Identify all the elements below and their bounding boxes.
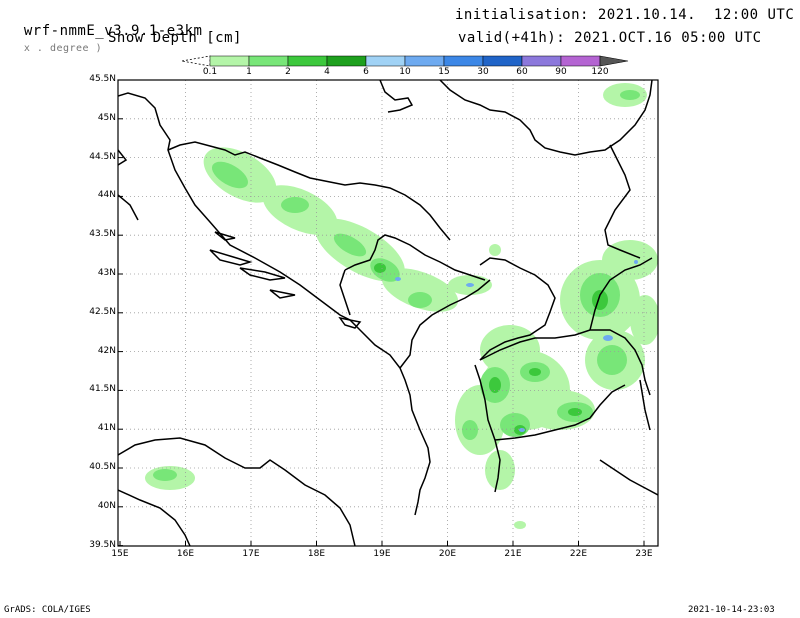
lat-label: 44.5N: [89, 151, 116, 162]
lat-label: 40.5N: [89, 462, 116, 472]
lat-label: 45N: [97, 112, 116, 123]
axis-ticks: [118, 79, 645, 547]
lon-label: 18E: [307, 549, 326, 559]
lat-label: 42N: [97, 345, 116, 356]
lon-label: 16E: [176, 549, 195, 559]
lon-label: 15E: [111, 549, 129, 559]
field-title: Snow Depth [cm]: [108, 30, 242, 46]
valid-time: valid(+41h): 2021.OCT.16 05:00 UTC: [458, 30, 762, 46]
coastline-and-borders: [118, 80, 658, 546]
colorbar-label: 15: [438, 67, 450, 77]
colorbar-label: 2: [285, 67, 291, 77]
lat-label: 44N: [97, 190, 116, 201]
colorbar-label: 0.1: [202, 67, 218, 77]
colorbar-graphic: [181, 55, 629, 67]
lat-label: 43N: [97, 268, 116, 278]
lat-label: 40N: [97, 500, 116, 511]
lat-label: 41.5N: [89, 384, 116, 395]
colorbar-label: 30: [477, 67, 489, 77]
colorbar-label: 6: [363, 67, 369, 77]
lon-label: 20E: [438, 549, 457, 559]
islands: [209, 231, 362, 329]
footer-credit: GrADS: COLA/IGES: [4, 605, 91, 615]
footer-timestamp: 2021-10-14-23:03: [688, 605, 775, 615]
colorbar-label: 120: [591, 67, 609, 77]
colorbar-label: 1: [246, 67, 252, 77]
lat-label: 42.5N: [89, 306, 116, 317]
init-time: initialisation: 2021.10.14. 12:00 UTC: [455, 7, 795, 23]
colorbar-label: 4: [324, 67, 330, 77]
lat-label: 45.5N: [89, 74, 116, 84]
colorbar-label: 60: [516, 67, 528, 77]
projection-label: x . degree ): [23, 43, 103, 54]
lat-label: 41N: [97, 423, 116, 434]
map-layer: [118, 80, 658, 546]
colorbar-label: 10: [399, 67, 411, 77]
colorbar-high-arrow: [599, 55, 629, 67]
lon-label: 22E: [569, 549, 588, 559]
lon-label: 23E: [635, 549, 653, 559]
lon-label: 21E: [504, 549, 522, 559]
colorbar-label: 90: [555, 67, 567, 77]
lon-label: 19E: [373, 549, 391, 559]
lat-label: 43.5N: [89, 229, 116, 240]
snow-depth-shading-10cm: [395, 260, 638, 432]
lon-label: 17E: [242, 549, 260, 559]
model-title: wrf-nmmE_v3.9.1-e3km x . degree ): [6, 7, 202, 55]
snow-depth-shading-2cm: [374, 263, 608, 435]
lat-label: 39.5N: [89, 539, 116, 550]
model-name: wrf-nmmE_v3.9.1-e3km: [23, 23, 203, 39]
